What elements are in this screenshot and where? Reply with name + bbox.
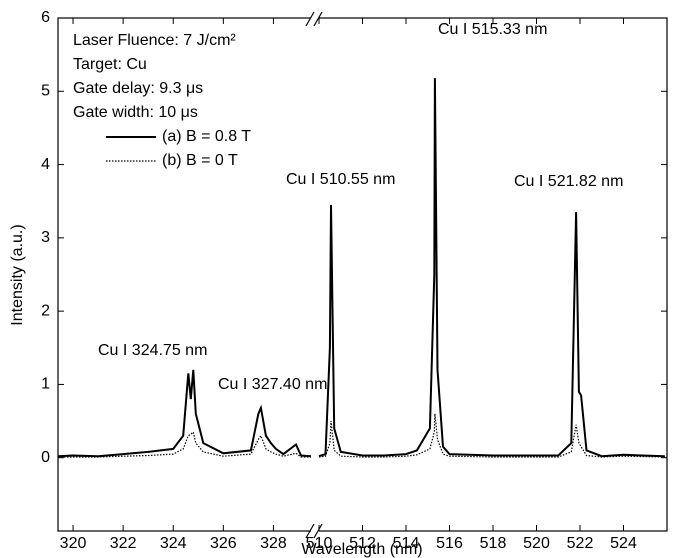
y-axis-title: Intensity (a.u.) [9,224,26,325]
x-tick-label: 520 [523,535,550,552]
y-tick-label: 1 [41,376,50,393]
x-tick-label: 514 [393,535,420,552]
annotation: Cu I 521.82 nm [514,173,623,190]
y-tick-label: 3 [41,229,50,246]
info-text: Laser Fluence: 7 J/cm² [73,32,236,49]
x-tick-label: 524 [610,535,637,552]
axis-break-mark [305,11,323,539]
x-tick-label: 518 [480,535,507,552]
series-line [58,413,665,458]
x-tick-label: 510 [306,535,333,552]
x-tick-label: 512 [349,535,376,552]
y-tick-label: 2 [41,302,50,319]
legend-label: (a) B = 0.8 T [162,128,251,145]
y-tick-label: 0 [41,449,50,466]
x-tick-label: 320 [60,535,87,552]
y-tick-label: 4 [41,156,50,173]
annotation: Cu I 327.40 nm [218,376,327,393]
info-text: Gate delay: 9.3 μs [73,80,203,97]
info-text: Gate width: 10 μs [73,104,198,121]
x-tick-label: 322 [110,535,137,552]
x-tick-label: 328 [260,535,287,552]
axis-break-gap [311,8,319,28]
annotation: Cu I 515.33 nm [438,21,547,38]
series-line [57,78,665,458]
annotation: Cu I 510.55 nm [286,171,395,188]
annotation: Cu I 324.75 nm [98,342,207,359]
x-tick-label: 324 [160,535,187,552]
y-tick-label: 5 [41,83,50,100]
x-axis-title: Wavelength (nm) [301,541,422,558]
x-tick-label: 516 [436,535,463,552]
y-tick-label: 6 [41,9,50,26]
info-text: Target: Cu [73,56,147,73]
legend-label: (b) B = 0 T [162,152,238,169]
x-tick-label: 522 [567,535,594,552]
axis-break-gap [311,520,319,540]
x-tick-label: 326 [210,535,237,552]
